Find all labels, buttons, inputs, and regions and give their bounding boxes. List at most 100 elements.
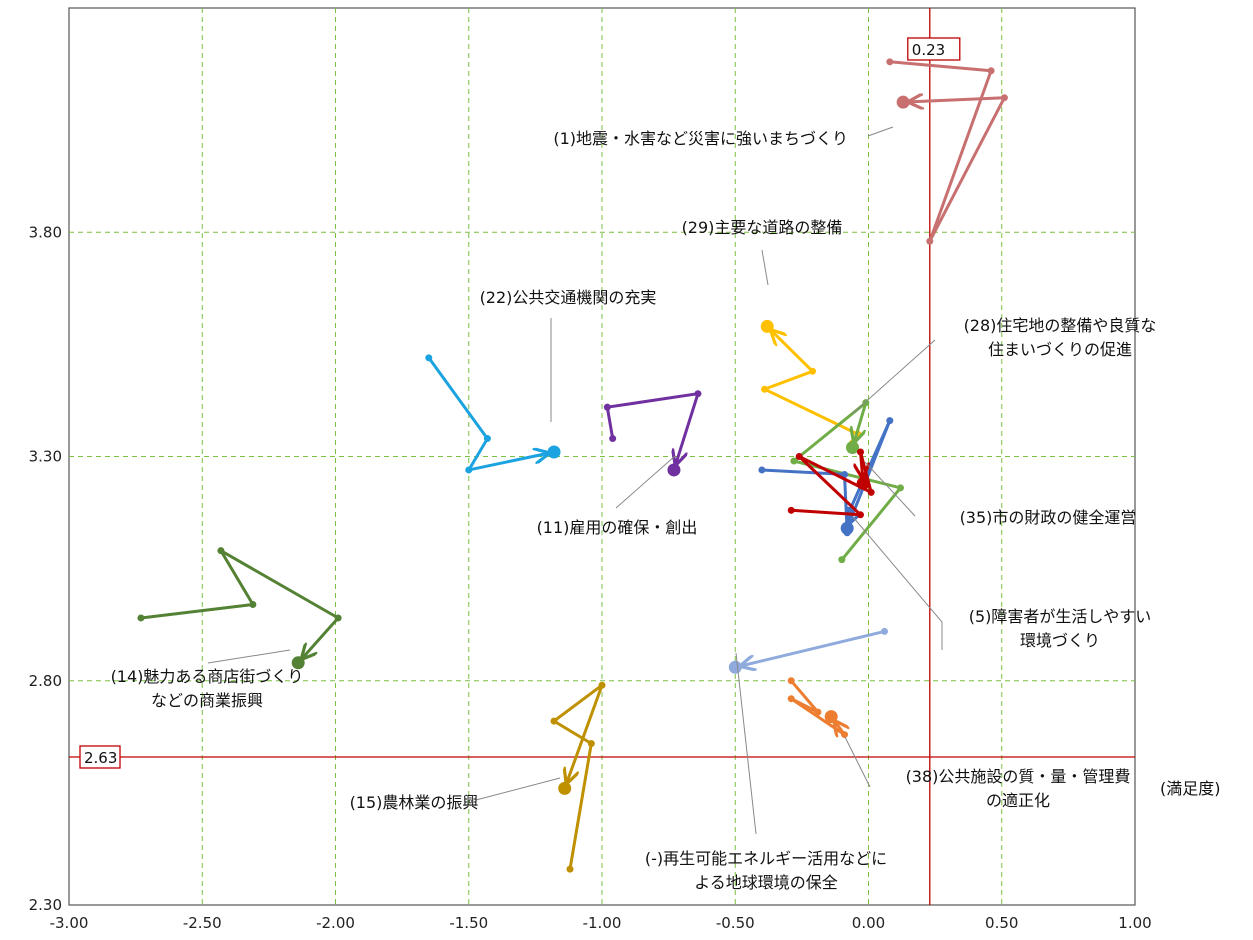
series-label: (22)公共交通機関の充実 xyxy=(480,288,657,307)
series-arrow-segment xyxy=(771,331,815,373)
data-point xyxy=(137,614,145,622)
data-point xyxy=(809,367,817,375)
data-point xyxy=(758,466,766,474)
series-line xyxy=(139,549,340,620)
data-point xyxy=(841,470,849,478)
series-label: などの商業振興 xyxy=(151,691,263,710)
label-leader-line xyxy=(852,516,943,650)
series-label: (29)主要な道路の整備 xyxy=(682,218,843,237)
data-point xyxy=(217,547,225,555)
data-point xyxy=(425,354,433,362)
series-endpoint xyxy=(846,441,860,455)
label-leader-line xyxy=(851,339,936,415)
series-label: (38)公共施設の質・量・管理費 xyxy=(906,767,1131,786)
series-endpoint xyxy=(760,319,774,333)
data-point xyxy=(790,457,798,465)
data-point xyxy=(926,237,934,245)
x-tick-label: 0.00 xyxy=(852,914,885,932)
series-label: (15)農林業の振興 xyxy=(350,793,479,812)
data-point xyxy=(587,740,595,748)
data-point xyxy=(787,677,795,685)
series-label: (1)地震・水害など災害に強いまちづくり xyxy=(553,129,848,148)
data-point xyxy=(846,506,854,514)
data-point xyxy=(838,556,846,564)
data-point xyxy=(566,865,574,873)
y-tick-label: 2.30 xyxy=(29,896,62,914)
label-leader-line xyxy=(615,455,676,509)
data-point xyxy=(987,67,995,75)
x-reference-label: 0.23 xyxy=(912,41,945,59)
x-tick-label: -0.50 xyxy=(716,914,755,932)
y-reference-label: 2.63 xyxy=(84,749,117,767)
y-tick-label: 2.80 xyxy=(29,672,62,690)
label-leader-line xyxy=(864,461,916,517)
series-group xyxy=(787,448,875,519)
series-endpoint xyxy=(824,710,838,724)
data-point xyxy=(249,601,257,609)
series-group xyxy=(550,681,606,873)
series-label: 住まいづくりの促進 xyxy=(988,340,1132,359)
x-tick-label: -2.50 xyxy=(183,914,222,932)
x-tick-label: 1.00 xyxy=(1118,914,1151,932)
series-group xyxy=(425,354,561,474)
data-point xyxy=(886,417,894,425)
y-tick-label: 3.80 xyxy=(29,223,62,241)
series-arrow-segment xyxy=(302,616,340,658)
series-layer xyxy=(137,58,1008,873)
series-arrow-segment xyxy=(467,453,548,472)
x-tick-label: -1.50 xyxy=(449,914,488,932)
label-leader-line xyxy=(867,126,894,137)
x-axis-label: (満足度) xyxy=(1160,779,1221,798)
series-arrow-segment xyxy=(861,450,863,477)
x-reference-badge xyxy=(907,37,961,61)
data-point xyxy=(841,731,849,739)
series-label: (-)再生可能エネルギー活用などに xyxy=(645,849,887,868)
data-point xyxy=(787,695,795,703)
data-point xyxy=(609,435,617,443)
series-group xyxy=(728,627,888,674)
series-label: の適正化 xyxy=(986,791,1050,810)
gridlines xyxy=(69,8,1135,905)
label-leader-line xyxy=(475,777,561,801)
data-point xyxy=(598,681,606,689)
series-arrow-segment xyxy=(909,98,1006,102)
data-point xyxy=(483,435,491,443)
series-line xyxy=(552,683,604,871)
data-point xyxy=(334,614,342,622)
series-line xyxy=(888,60,1006,243)
data-point xyxy=(465,466,473,474)
series-endpoint xyxy=(558,781,572,795)
label-leader-line xyxy=(844,736,871,788)
series-arrow-segment xyxy=(676,392,700,465)
series-label: (11)雇用の確保・創出 xyxy=(537,518,698,537)
x-tick-label: -2.00 xyxy=(316,914,355,932)
series-endpoint xyxy=(547,445,561,459)
data-point xyxy=(795,453,803,460)
series-label: (14)魅力ある商店街づくり xyxy=(111,667,304,686)
data-point xyxy=(694,390,702,398)
label-layer: (1)地震・水害など災害に強いまちづくり (29)主要な道路の整備 (22)公共交通… xyxy=(111,126,1157,892)
y-tick-label: 3.30 xyxy=(29,448,62,466)
series-group xyxy=(603,390,702,477)
series-endpoint xyxy=(667,463,681,477)
data-point xyxy=(857,511,865,519)
label-leader-line xyxy=(207,649,291,664)
x-tick-label: -1.00 xyxy=(583,914,622,932)
series-group xyxy=(137,547,342,670)
series-endpoint xyxy=(896,95,910,109)
data-point xyxy=(880,627,888,635)
reference-lines: 0.23 2.63 xyxy=(69,8,1135,905)
data-point xyxy=(550,717,558,725)
series-endpoint xyxy=(728,660,742,674)
series-endpoint xyxy=(856,476,870,490)
series-label: (28)住宅地の整備や良質な xyxy=(964,316,1157,335)
data-point xyxy=(857,448,865,456)
series-arrow-segment xyxy=(854,401,868,442)
y-reference-badge xyxy=(79,745,121,769)
data-point xyxy=(862,399,870,407)
data-point xyxy=(1000,94,1008,102)
x-tick-label: 0.50 xyxy=(985,914,1018,932)
series-arrow-segment xyxy=(567,683,604,783)
data-point xyxy=(814,708,822,716)
series-endpoint xyxy=(840,521,854,535)
